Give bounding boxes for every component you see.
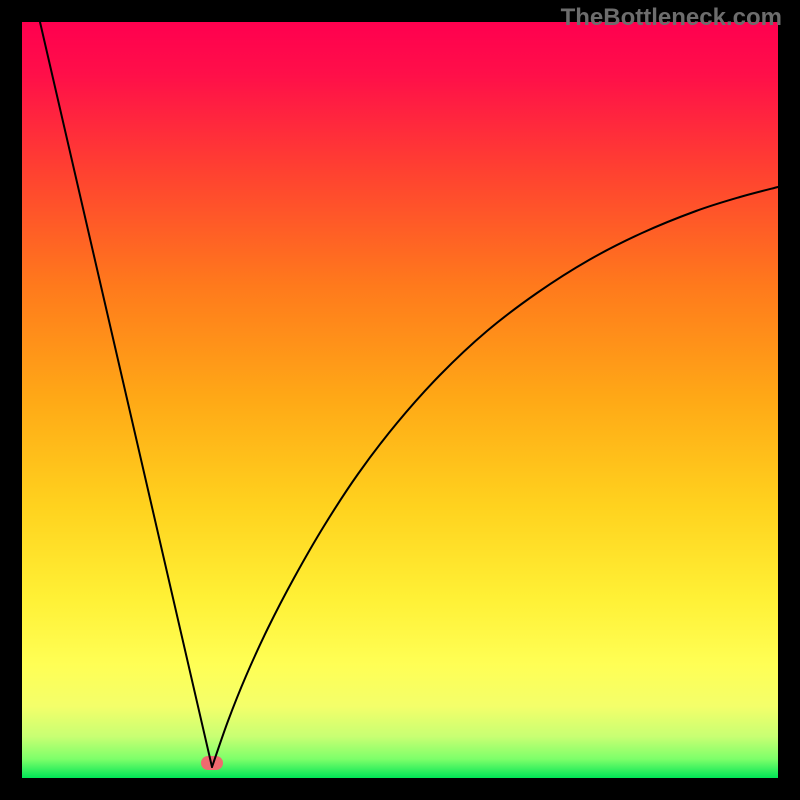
chart-plot-gradient xyxy=(22,22,778,778)
watermark-text: TheBottleneck.com xyxy=(561,4,782,32)
chart-container: TheBottleneck.com xyxy=(0,0,800,800)
v-curve-chart-svg xyxy=(0,0,800,800)
